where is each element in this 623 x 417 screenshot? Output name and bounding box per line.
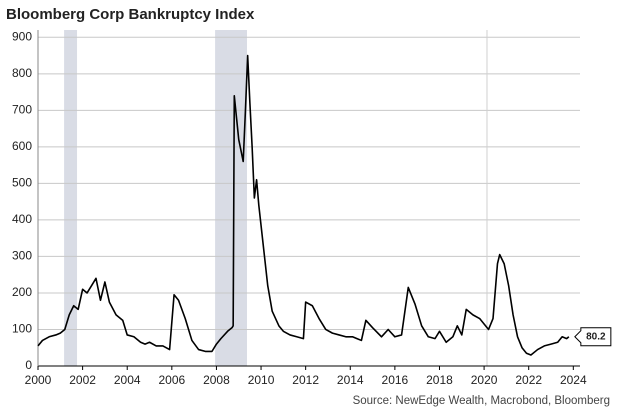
y-tick-label: 700 <box>12 103 32 117</box>
x-tick-label: 2010 <box>248 373 275 387</box>
y-tick-label: 600 <box>12 139 32 153</box>
source-note: Source: NewEdge Wealth, Macrobond, Bloom… <box>353 395 610 407</box>
y-tick-label: 300 <box>12 249 32 263</box>
x-tick-label: 2012 <box>292 373 319 387</box>
y-tick-label: 0 <box>25 358 32 372</box>
y-tick-label: 800 <box>12 66 32 80</box>
x-tick-label: 2006 <box>158 373 185 387</box>
x-tick-label: 2002 <box>69 373 96 387</box>
y-tick-label: 100 <box>12 322 32 336</box>
x-tick-label: 2016 <box>382 373 409 387</box>
x-tick-label: 2014 <box>337 373 364 387</box>
x-tick-label: 2000 <box>25 373 52 387</box>
x-tick-label: 2008 <box>203 373 230 387</box>
recession-band <box>64 30 78 366</box>
x-tick-label: 2022 <box>515 373 542 387</box>
x-tick-label: 2024 <box>560 373 587 387</box>
x-tick-label: 2020 <box>471 373 498 387</box>
y-tick-label: 400 <box>12 212 32 226</box>
x-tick-label: 2004 <box>114 373 141 387</box>
chart-title: Bloomberg Corp Bankruptcy Index <box>6 6 255 23</box>
y-tick-label: 900 <box>12 29 32 43</box>
end-callout <box>574 327 612 347</box>
y-tick-label: 200 <box>12 285 32 299</box>
x-tick-label: 2018 <box>426 373 453 387</box>
data-line <box>37 54 570 356</box>
recession-band <box>215 30 247 366</box>
y-tick-label: 500 <box>12 176 32 190</box>
end-value-label: 80.2 <box>586 331 606 342</box>
